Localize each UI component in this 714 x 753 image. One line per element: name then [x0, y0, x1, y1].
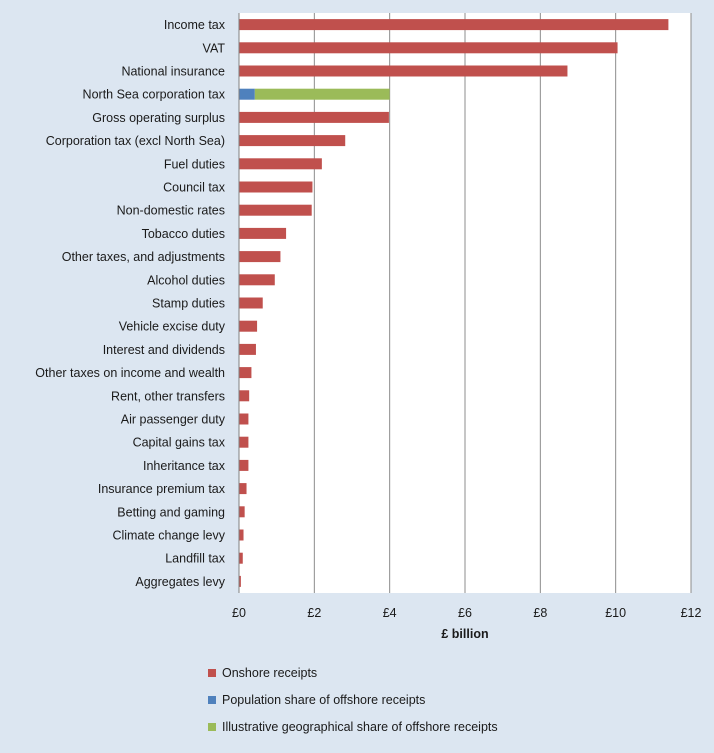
- bar-series-1: [239, 65, 568, 77]
- x-tick-label: £10: [605, 606, 626, 620]
- bar-series-1: [239, 436, 249, 448]
- category-label: Fuel duties: [164, 157, 225, 171]
- x-tick-label: £4: [383, 606, 397, 620]
- category-label: North Sea corporation tax: [83, 88, 226, 102]
- bar-series-1: [239, 158, 322, 170]
- category-label: Aggregates levy: [135, 575, 225, 589]
- bar-series-1: [239, 251, 281, 263]
- category-label: National insurance: [121, 65, 225, 79]
- category-label: Council tax: [163, 181, 226, 195]
- category-label: Non-domestic rates: [117, 204, 225, 218]
- bar-series-1: [239, 42, 618, 54]
- legend-label: Onshore receipts: [222, 666, 317, 680]
- x-tick-label: £8: [533, 606, 547, 620]
- bar-series-2: [239, 88, 255, 100]
- bar-series-1: [239, 343, 256, 355]
- category-label: Other taxes, and adjustments: [62, 250, 225, 264]
- category-label: Landfill tax: [165, 552, 226, 566]
- category-label: Insurance premium tax: [98, 482, 226, 496]
- x-tick-label: £2: [307, 606, 321, 620]
- bar-series-1: [239, 552, 243, 564]
- bar-series-1: [239, 390, 250, 402]
- category-label: Air passenger duty: [121, 413, 226, 427]
- bar-series-1: [239, 367, 252, 379]
- category-label: Tobacco duties: [142, 227, 225, 241]
- bar-series-1: [239, 483, 247, 495]
- category-label: Interest and dividends: [103, 343, 225, 357]
- bar-series-1: [239, 506, 245, 518]
- legend-label: Illustrative geographical share of offsh…: [222, 720, 498, 734]
- bar-series-1: [239, 227, 287, 239]
- legend-swatch: [208, 696, 216, 704]
- bar-series-1: [239, 19, 669, 31]
- category-label: Alcohol duties: [147, 273, 225, 287]
- category-label: Stamp duties: [152, 297, 225, 311]
- legend: Onshore receipts Population share of offs…: [208, 666, 498, 734]
- bar-series-1: [239, 575, 241, 587]
- bar-series-1: [239, 111, 389, 123]
- bar-series-1: [239, 181, 313, 193]
- bar-series-1: [239, 135, 346, 147]
- legend-label: Population share of offshore receipts: [222, 693, 425, 707]
- bar-series-1: [239, 320, 258, 332]
- bar-series-1: [239, 413, 249, 425]
- bar-series-1: [239, 274, 275, 286]
- bar-series-1: [239, 459, 249, 471]
- bar-series-1: [239, 529, 244, 541]
- x-tick-label: £12: [681, 606, 702, 620]
- bar-series-1: [239, 204, 312, 216]
- bars: [239, 19, 669, 587]
- x-tick-label: £6: [458, 606, 472, 620]
- category-label: Rent, other transfers: [111, 389, 225, 403]
- x-tick-labels: £0 £2 £4 £6 £8 £10 £12: [232, 606, 701, 620]
- category-label: Gross operating surplus: [92, 111, 225, 125]
- x-tick-label: £0: [232, 606, 246, 620]
- category-label: Inheritance tax: [143, 459, 226, 473]
- x-axis-title: £ billion: [441, 627, 488, 641]
- category-label: Income tax: [164, 18, 226, 32]
- category-label: Climate change levy: [112, 529, 225, 543]
- category-labels: Income tax VAT National insurance North Sea…: [35, 18, 225, 589]
- category-label: Capital gains tax: [133, 436, 226, 450]
- category-label: Corporation tax (excl North Sea): [46, 134, 225, 148]
- legend-swatch: [208, 723, 216, 731]
- gridlines: [313, 13, 692, 593]
- category-label: Other taxes on income and wealth: [35, 366, 225, 380]
- bar-series-1: [239, 297, 263, 309]
- category-label: Vehicle excise duty: [119, 320, 226, 334]
- category-label: VAT: [203, 41, 226, 55]
- category-label: Betting and gaming: [117, 505, 225, 519]
- legend-swatch: [208, 669, 216, 677]
- bar-series-3: [254, 88, 390, 100]
